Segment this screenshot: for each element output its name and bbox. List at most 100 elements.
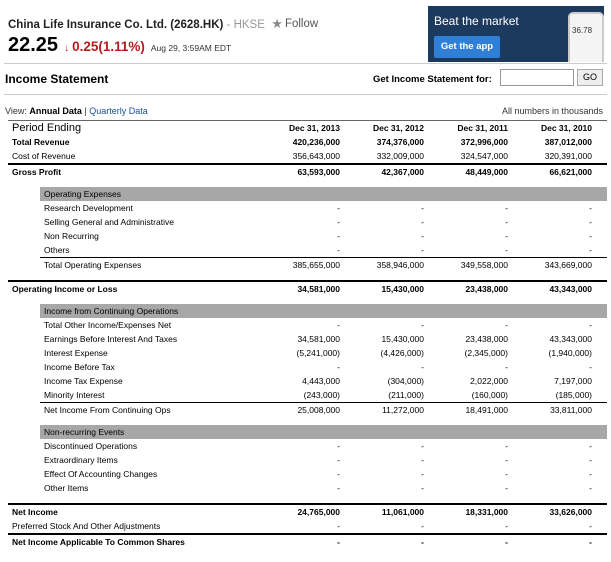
cell: (243,000) [303, 390, 340, 400]
cell: 4,443,000 [302, 376, 340, 386]
cell: 42,367,000 [381, 167, 424, 177]
annual-data-link[interactable]: Annual Data [29, 106, 82, 116]
cell: - [337, 203, 340, 213]
row-label: Selling General and Administrative [44, 217, 174, 227]
cell: - [505, 320, 508, 330]
row-label: Income Before Tax [44, 362, 115, 372]
cell: - [505, 231, 508, 241]
cell: - [421, 469, 424, 479]
view-prefix: View: [5, 106, 30, 116]
row-label: Total Other Income/Expenses Net [44, 320, 172, 330]
cell: 324,547,000 [460, 151, 508, 161]
cell: - [337, 320, 340, 330]
cell: - [337, 231, 340, 241]
table-row: Operating Income or Loss 34,581,000 15,4… [8, 282, 607, 296]
cell: 356,643,000 [292, 151, 340, 161]
table-row: Interest Expense (5,241,000) (4,426,000)… [8, 346, 607, 360]
cell: - [421, 362, 424, 372]
table-row: Net Income 24,765,000 11,061,000 18,331,… [8, 505, 607, 519]
arrow-down-icon: ↓ [64, 43, 70, 54]
divider [40, 257, 607, 258]
cell: 7,197,000 [554, 376, 592, 386]
cell: - [337, 217, 340, 227]
cell: 23,438,000 [465, 334, 508, 344]
table-row: Income Before Tax - - - - [8, 360, 607, 374]
view-separator: | [81, 106, 90, 116]
section-title: Operating Expenses [44, 189, 122, 199]
cell: - [421, 231, 424, 241]
cell: - [505, 537, 508, 547]
cell: (4,426,000) [380, 348, 424, 358]
row-label: Income Tax Expense [44, 376, 123, 386]
cell: - [505, 441, 508, 451]
cell: 33,626,000 [549, 507, 592, 517]
cell: 343,669,000 [544, 260, 592, 270]
table-row: Earnings Before Interest And Taxes 34,58… [8, 332, 607, 346]
table-row: Extraordinary Items - - - - [8, 453, 607, 467]
cell: - [505, 203, 508, 213]
row-label: Research Development [44, 203, 133, 213]
spacer [8, 495, 607, 503]
go-button[interactable]: GO [577, 69, 603, 86]
table-row: Research Development - - - - [8, 201, 607, 215]
cell: - [421, 217, 424, 227]
cell: - [589, 203, 592, 213]
row-label: Net Income [12, 507, 58, 517]
table-row: Selling General and Administrative - - -… [8, 215, 607, 229]
cell: - [337, 245, 340, 255]
cell: 372,996,000 [460, 137, 508, 147]
section-header-bg [40, 187, 607, 201]
cell: 25,008,000 [297, 405, 340, 415]
period-label: Period Ending [12, 122, 82, 134]
cell: 349,558,000 [460, 260, 508, 270]
cell: - [421, 537, 424, 547]
section-header: Non-recurring Events [8, 425, 607, 439]
table-row: Non Recurring - - - - [8, 229, 607, 243]
cell: 23,438,000 [465, 284, 508, 294]
cell: - [505, 455, 508, 465]
cell: 48,449,000 [465, 167, 508, 177]
period-header-row: Period Ending Dec 31, 2013 Dec 31, 2012 … [8, 121, 607, 135]
quarterly-data-link[interactable]: Quarterly Data [89, 106, 148, 116]
section-header: Income from Continuing Operations [8, 304, 607, 318]
company-title: China Life Insurance Co. Ltd. (2628.HK) [8, 19, 224, 31]
cell: 34,581,000 [297, 284, 340, 294]
cell: 66,621,000 [549, 167, 592, 177]
table-row: Other Items - - - - [8, 481, 607, 495]
row-label: Net Income Applicable To Common Shares [12, 537, 185, 547]
cell: 320,391,000 [544, 151, 592, 161]
row-label: Total Revenue [12, 137, 70, 147]
cell: - [505, 469, 508, 479]
cell: 24,765,000 [297, 507, 340, 517]
cell: 18,491,000 [465, 405, 508, 415]
cell: - [589, 537, 592, 547]
cell: - [421, 245, 424, 255]
table-row: Total Other Income/Expenses Net - - - - [8, 318, 607, 332]
cell: 33,811,000 [550, 405, 592, 415]
cell: - [505, 245, 508, 255]
cell: - [505, 362, 508, 372]
cell: 11,272,000 [382, 405, 424, 415]
row-label: Earnings Before Interest And Taxes [44, 334, 178, 344]
cell: 387,012,000 [544, 137, 592, 147]
cell: (5,241,000) [296, 348, 340, 358]
exchange-label: - HKSE [223, 19, 265, 31]
divider [8, 163, 607, 165]
cell: (160,000) [471, 390, 508, 400]
symbol-search-label: Get Income Statement for: [373, 74, 492, 85]
follow-button[interactable]: ★ Follow [271, 16, 318, 32]
cell: 11,061,000 [381, 507, 424, 517]
cell: - [421, 455, 424, 465]
cell: - [589, 245, 592, 255]
quote-header: China Life Insurance Co. Ltd. (2628.HK) … [0, 0, 611, 62]
app-ad-banner[interactable]: Beat the market Get the app 36.78 [428, 6, 604, 62]
cell: 358,946,000 [376, 260, 424, 270]
cell: - [421, 320, 424, 330]
row-label: Effect Of Accounting Changes [44, 469, 158, 479]
divider [4, 63, 607, 64]
cell: 420,236,000 [292, 137, 340, 147]
get-app-button[interactable]: Get the app [434, 36, 500, 58]
cell: 385,655,000 [292, 260, 340, 270]
symbol-search-input[interactable] [500, 69, 574, 86]
cell: - [421, 441, 424, 451]
